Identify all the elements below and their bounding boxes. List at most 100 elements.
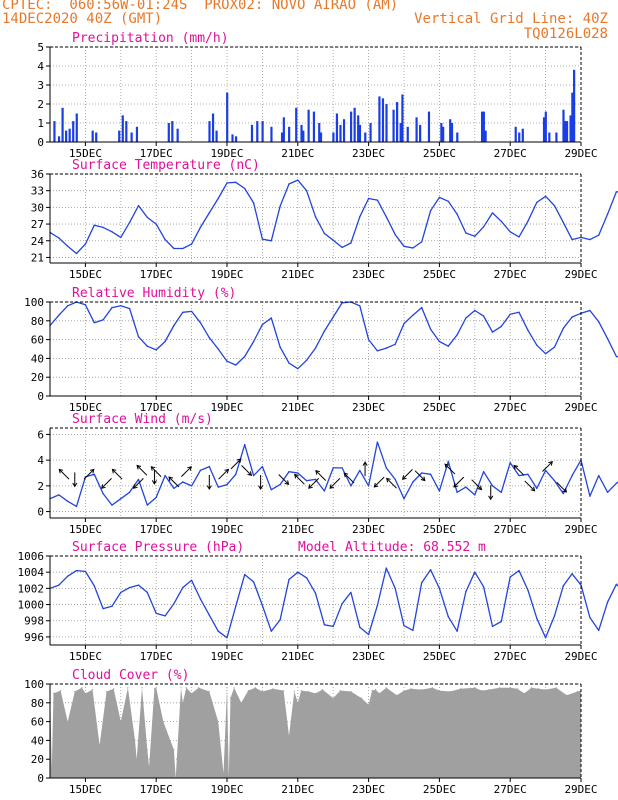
series-point [341, 467, 343, 469]
series-point [182, 586, 184, 589]
series-point [447, 616, 449, 618]
series-point [359, 305, 361, 307]
precip-bar [176, 128, 179, 142]
y-tick-label: 33 [31, 185, 44, 198]
precip-bar [332, 132, 335, 142]
x-tick-label: 17DEC [140, 268, 173, 281]
series-point [598, 474, 600, 477]
cloud-cover-point [146, 749, 148, 751]
series-point [598, 234, 600, 236]
x-tick-label: 29DEC [564, 401, 597, 414]
y-tick-label: 60 [31, 334, 44, 347]
series-point [182, 481, 184, 483]
series-point [553, 615, 556, 617]
series-point [394, 233, 396, 236]
series-point [412, 629, 414, 632]
y-tick-label: 40 [31, 352, 44, 365]
cloud-cover-point [153, 688, 156, 690]
series-point [394, 587, 396, 590]
precip-bar [456, 132, 459, 142]
series-point [456, 213, 458, 215]
wind-arrow-shaft [58, 469, 70, 480]
wind-arrow-shaft [524, 480, 535, 492]
series-line [49, 441, 618, 508]
y-tick-label: 0 [37, 136, 44, 149]
series-point [102, 319, 104, 321]
series-point [341, 603, 343, 605]
series-point [412, 481, 414, 483]
cloud-cover-point [162, 721, 164, 723]
y-tick-label: 80 [31, 697, 44, 710]
precip-bar [121, 115, 124, 142]
series-point [385, 467, 387, 469]
series-point [403, 624, 405, 627]
wind-arrow-head [89, 468, 95, 474]
precip-bar [302, 130, 305, 142]
series-point [190, 579, 193, 581]
series-point [102, 607, 104, 610]
series-point [580, 584, 582, 586]
cloud-cover-point [136, 758, 138, 760]
series-point [474, 235, 476, 237]
series-point [208, 337, 210, 339]
x-tick-label: 25DEC [423, 650, 456, 663]
precip-bar [270, 126, 273, 142]
x-tick-label: 29DEC [564, 650, 597, 663]
series-line [49, 567, 618, 639]
cloud-cover-point [555, 687, 557, 689]
wind-arrow-head [111, 468, 117, 474]
x-tick-label: 21DEC [281, 268, 314, 281]
precip-bar [358, 124, 362, 142]
series-point [217, 486, 219, 488]
cloud-cover-point [307, 690, 310, 693]
precip-bar [312, 111, 316, 142]
series-point [589, 495, 591, 497]
series-point [332, 467, 334, 469]
series-point [190, 485, 193, 487]
cloud-cover-point [198, 687, 200, 689]
wind-arrow [453, 476, 465, 488]
series-point [527, 329, 529, 331]
cloud-cover-point [148, 766, 150, 768]
y-tick-label: 998 [24, 615, 44, 628]
series-point [376, 350, 379, 352]
wind-arrow-head [401, 475, 407, 480]
series-point [199, 322, 202, 324]
wind-arrow-shaft [294, 474, 305, 485]
cloud-cover-point [576, 690, 579, 693]
series-point [288, 471, 290, 473]
wind-arrow-head [72, 482, 78, 488]
precip-bar [542, 117, 546, 142]
series-point [562, 327, 564, 329]
series-point [553, 346, 556, 348]
series-point [314, 592, 317, 594]
panel-title: Surface Temperature (nC) [72, 158, 260, 173]
x-tick-label: 25DEC [423, 401, 456, 414]
series-point [509, 313, 511, 315]
series-point [84, 304, 87, 306]
series-point [270, 240, 272, 242]
cloud-cover-point [240, 702, 242, 704]
wind-arrow [218, 468, 230, 480]
cloud-cover-point [523, 692, 525, 695]
wind-arrow-shaft [83, 469, 95, 480]
precip-bar [569, 115, 572, 142]
x-tick-label: 25DEC [423, 783, 456, 796]
precip-bar [339, 124, 342, 142]
series-point [367, 633, 370, 636]
cloud-cover-point [288, 735, 290, 737]
cloud-cover-point [350, 690, 352, 693]
precip-bar [118, 130, 121, 142]
wind-arrow-head [513, 464, 519, 470]
series-point [509, 576, 511, 578]
wind-arrow [278, 474, 290, 485]
series-point [155, 223, 157, 225]
series-point [270, 489, 272, 491]
cloud-cover-point [474, 687, 476, 689]
series-point [120, 591, 122, 594]
series-point [279, 619, 281, 621]
series-point [562, 221, 564, 224]
wind-arrow [329, 478, 341, 489]
wind-arrow-shaft [218, 469, 229, 480]
